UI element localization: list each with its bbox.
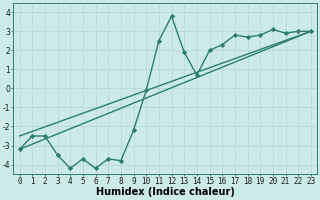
X-axis label: Humidex (Indice chaleur): Humidex (Indice chaleur) [96, 187, 235, 197]
